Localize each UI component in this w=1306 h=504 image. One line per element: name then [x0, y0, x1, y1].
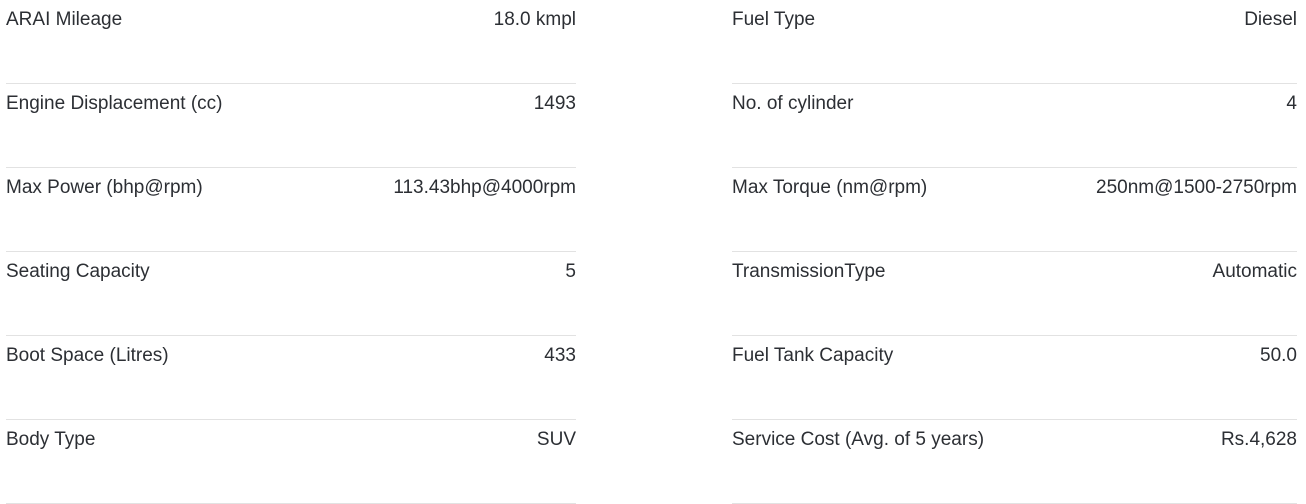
spec-value: 18.0 kmpl [493, 9, 576, 30]
spec-row-cylinders: No. of cylinder 4 [732, 84, 1297, 168]
spec-label: Fuel Tank Capacity [732, 345, 894, 366]
spec-row-engine-displacement: Engine Displacement (cc) 1493 [6, 84, 576, 168]
spec-label: No. of cylinder [732, 93, 854, 114]
spec-row-boot-space: Boot Space (Litres) 433 [6, 336, 576, 420]
spec-row-service-cost: Service Cost (Avg. of 5 years) Rs.4,628 [732, 420, 1297, 504]
spec-value: 1493 [533, 93, 576, 114]
spec-value: 113.43bhp@4000rpm [393, 177, 576, 198]
spec-value: 250nm@1500-2750rpm [1096, 177, 1297, 198]
spec-value: SUV [536, 429, 576, 450]
spec-row-seating-capacity: Seating Capacity 5 [6, 252, 576, 336]
spec-label: Max Power (bhp@rpm) [6, 177, 203, 198]
spec-row-body-type: Body Type SUV [6, 420, 576, 504]
spec-label: Seating Capacity [6, 261, 150, 282]
spec-row-max-power: Max Power (bhp@rpm) 113.43bhp@4000rpm [6, 168, 576, 252]
spec-value: Rs.4,628 [1220, 429, 1297, 450]
spec-value: Diesel [1244, 9, 1297, 30]
spec-label: Fuel Type [732, 9, 816, 30]
spec-row-arai-mileage: ARAI Mileage 18.0 kmpl [6, 0, 576, 84]
spec-value: 5 [565, 261, 576, 282]
spec-value: 50.0 [1260, 345, 1297, 366]
spec-row-fuel-type: Fuel Type Diesel [732, 0, 1297, 84]
spec-value: 433 [544, 345, 576, 366]
spec-label: TransmissionType [732, 261, 886, 282]
left-spec-column: ARAI Mileage 18.0 kmpl Engine Displaceme… [6, 0, 576, 504]
spec-label: Body Type [6, 429, 96, 450]
spec-row-transmission-type: TransmissionType Automatic [732, 252, 1297, 336]
spec-label: Service Cost (Avg. of 5 years) [732, 429, 985, 450]
specifications-grid: ARAI Mileage 18.0 kmpl Engine Displaceme… [6, 10, 1297, 504]
spec-label: Max Torque (nm@rpm) [732, 177, 928, 198]
spec-row-max-torque: Max Torque (nm@rpm) 250nm@1500-2750rpm [732, 168, 1297, 252]
spec-value: Automatic [1212, 261, 1297, 282]
spec-row-fuel-tank-capacity: Fuel Tank Capacity 50.0 [732, 336, 1297, 420]
spec-value: 4 [1286, 93, 1297, 114]
spec-label: ARAI Mileage [6, 9, 123, 30]
right-spec-column: Fuel Type Diesel No. of cylinder 4 Max T… [732, 0, 1297, 504]
spec-label: Boot Space (Litres) [6, 345, 169, 366]
spec-label: Engine Displacement (cc) [6, 93, 223, 114]
